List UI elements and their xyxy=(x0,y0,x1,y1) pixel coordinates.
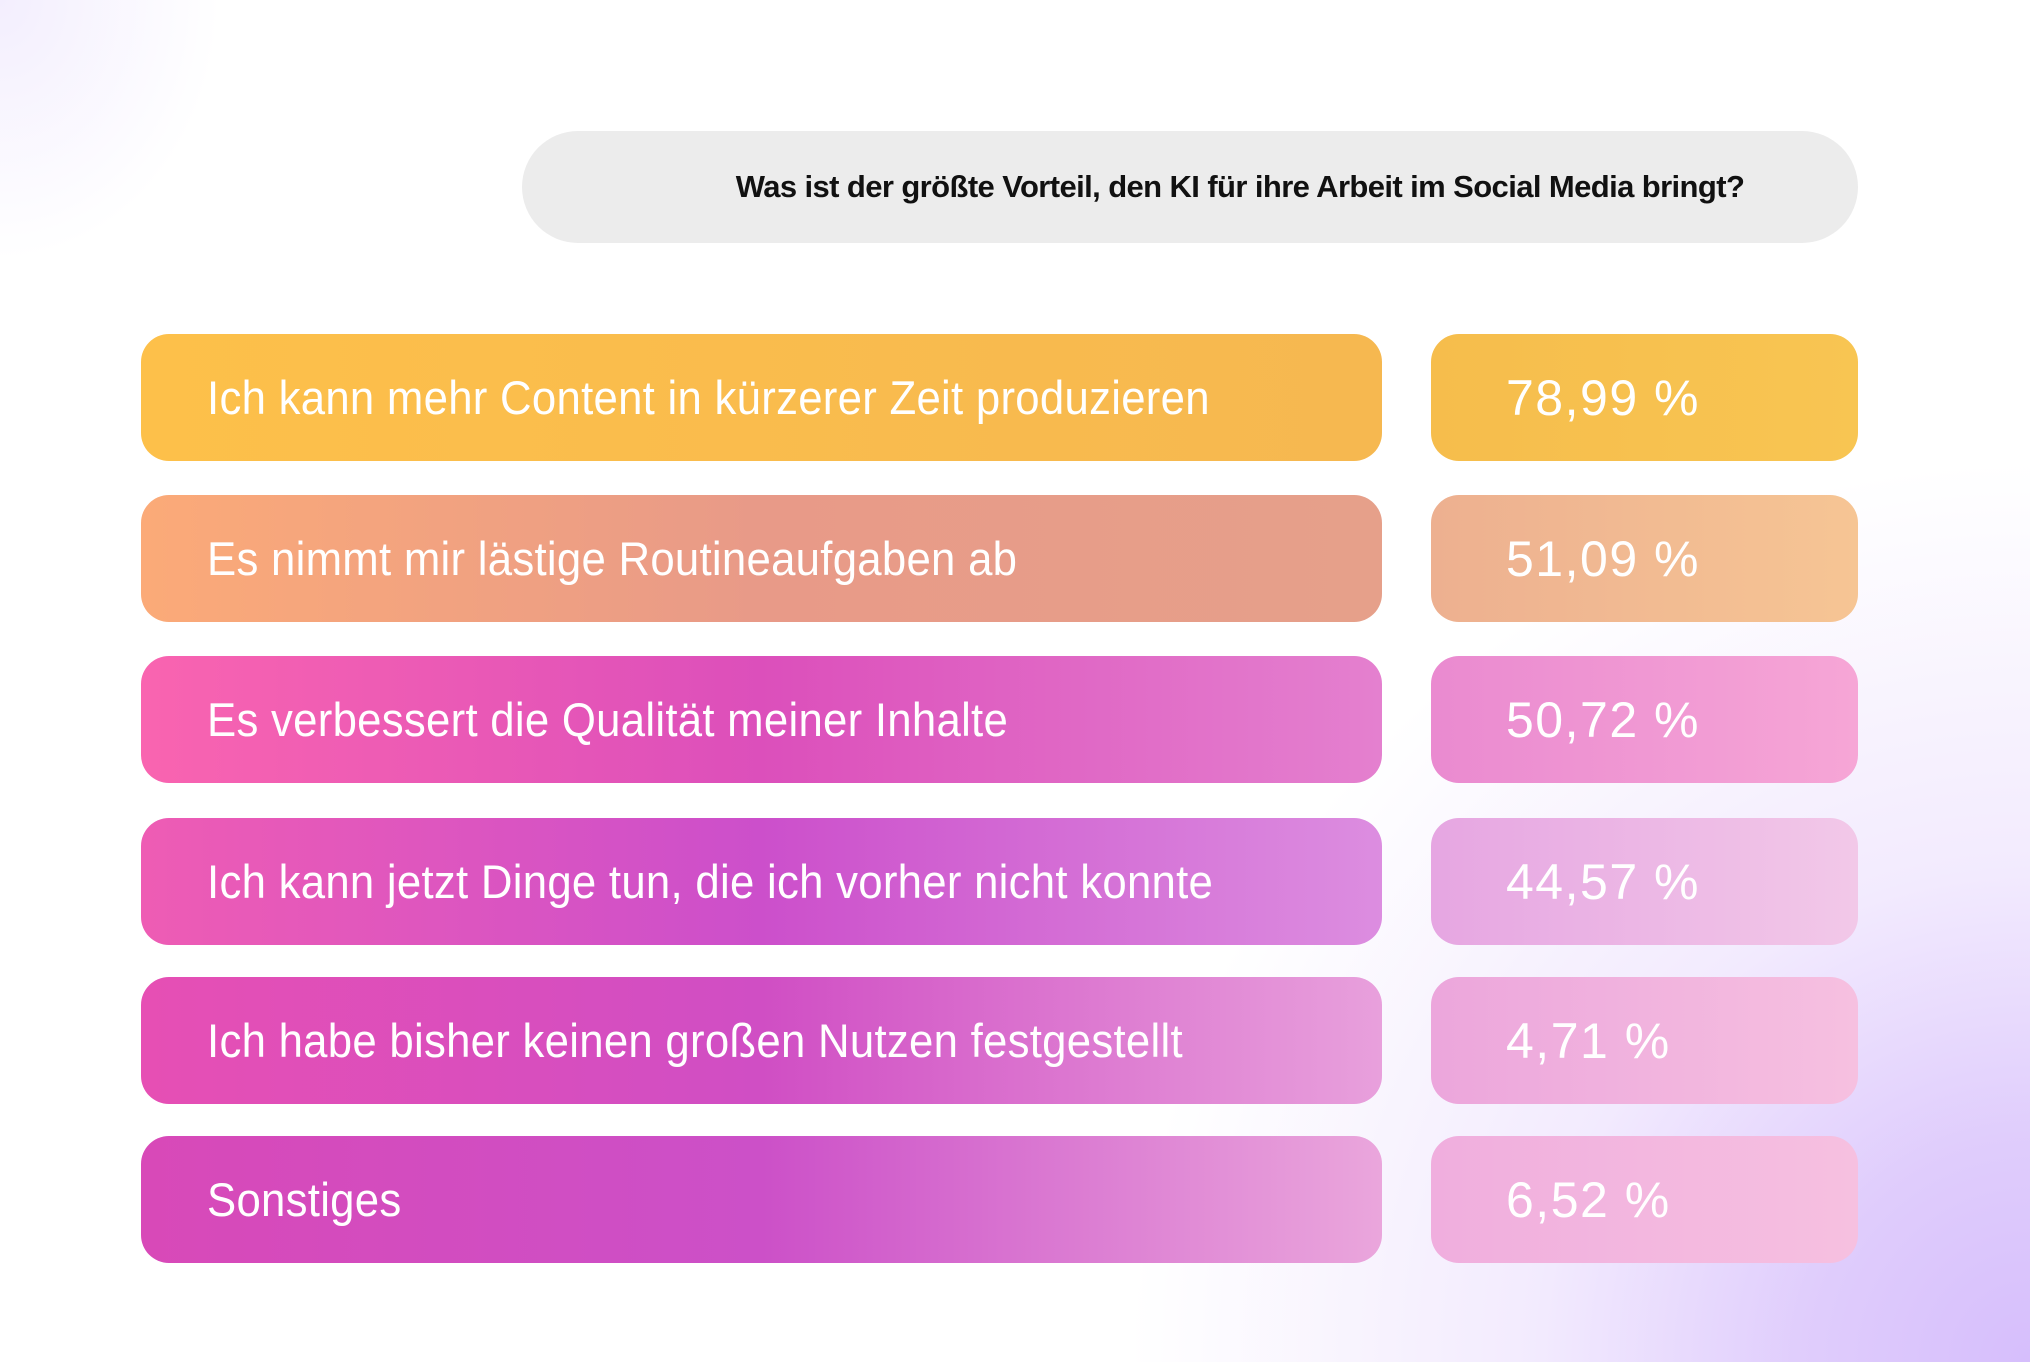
answer-label: Ich kann mehr Content in kürzerer Zeit p… xyxy=(207,371,1210,424)
answer-percentage-box: 6,52 % xyxy=(1431,1136,1858,1263)
answer-label: Es nimmt mir lästige Routineaufgaben ab xyxy=(207,532,1018,585)
answer-label: Ich kann jetzt Dinge tun, die ich vorher… xyxy=(207,855,1214,908)
answer-percentage-box: 44,57 % xyxy=(1431,818,1858,945)
result-row: Ich kann mehr Content in kürzerer Zeit p… xyxy=(141,334,1858,461)
answer-percentage-box: 78,99 % xyxy=(1431,334,1858,461)
result-row: Ich kann jetzt Dinge tun, die ich vorher… xyxy=(141,818,1858,945)
answer-percentage: 44,57 % xyxy=(1506,853,1700,910)
answer-percentage: 50,72 % xyxy=(1506,691,1700,748)
result-row: Ich habe bisher keinen großen Nutzen fes… xyxy=(141,977,1858,1104)
result-row: Es verbessert die Qualität meiner Inhalt… xyxy=(141,656,1858,783)
answer-percentage: 51,09 % xyxy=(1506,530,1700,587)
answer-percentage: 6,52 % xyxy=(1506,1171,1671,1228)
question-header: Was ist der größte Vorteil, den KI für i… xyxy=(522,131,1858,243)
answer-label: Es verbessert die Qualität meiner Inhalt… xyxy=(207,693,1009,746)
answer-label-bar: Es nimmt mir lästige Routineaufgaben ab xyxy=(141,495,1382,622)
answer-label: Ich habe bisher keinen großen Nutzen fes… xyxy=(207,1014,1183,1067)
answer-label: Sonstiges xyxy=(207,1173,402,1226)
answer-label-bar: Ich kann mehr Content in kürzerer Zeit p… xyxy=(141,334,1382,461)
answer-label-bar: Ich habe bisher keinen großen Nutzen fes… xyxy=(141,977,1382,1104)
answer-label-bar: Es verbessert die Qualität meiner Inhalt… xyxy=(141,656,1382,783)
answer-percentage-box: 51,09 % xyxy=(1431,495,1858,622)
answer-percentage-box: 50,72 % xyxy=(1431,656,1858,783)
answer-percentage: 4,71 % xyxy=(1506,1012,1671,1069)
result-row: Sonstiges 6,52 % xyxy=(141,1136,1858,1263)
question-title: Was ist der größte Vorteil, den KI für i… xyxy=(735,169,1745,204)
answer-percentage-box: 4,71 % xyxy=(1431,977,1858,1104)
answer-label-bar: Sonstiges xyxy=(141,1136,1382,1263)
answer-percentage: 78,99 % xyxy=(1506,369,1700,426)
result-row: Es nimmt mir lästige Routineaufgaben ab … xyxy=(141,495,1858,622)
answer-label-bar: Ich kann jetzt Dinge tun, die ich vorher… xyxy=(141,818,1382,945)
